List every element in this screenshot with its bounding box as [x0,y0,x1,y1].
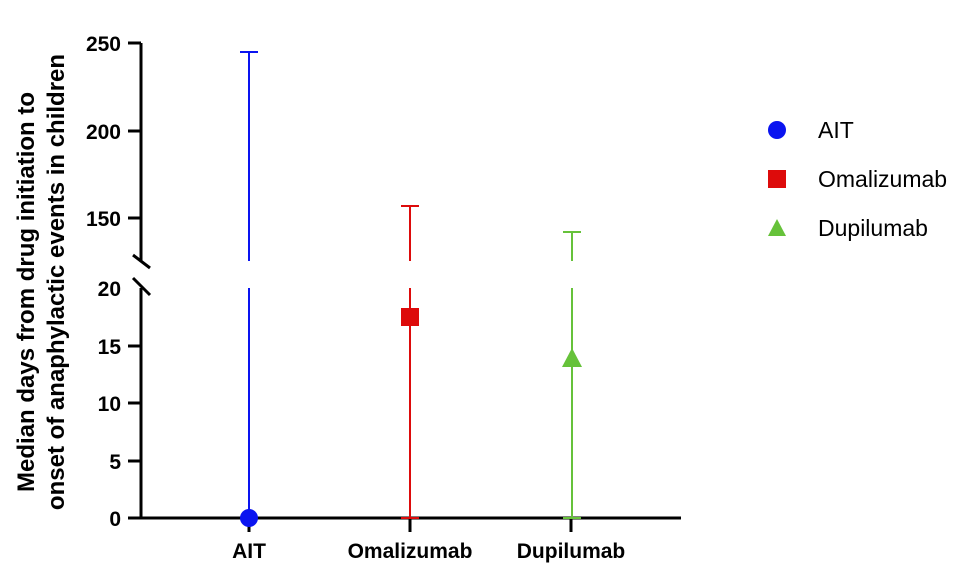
y-tick-labels: 250 200 150 20 15 10 5 0 [86,33,121,531]
axis-break-mark-lower [131,276,152,297]
series-ait [240,51,258,527]
legend-label-omalizumab: Omalizumab [818,166,947,192]
y-tick-10: 10 [98,393,121,416]
axis-break-mark-upper [132,253,151,270]
omalizumab-median-point [401,308,419,326]
y-tick-0: 0 [109,508,121,531]
square-marker-icon [768,170,786,188]
legend-label-ait: AIT [818,117,854,143]
y-tick-20: 20 [98,278,121,301]
legend-item-dupilumab: Dupilumab [768,215,928,241]
x-label-dupilumab: Dupilumab [517,540,626,563]
y-axis-title-line-1: Median days from drug initiation to [13,92,40,492]
dupilumab-median-point [562,348,582,367]
y-axis-upper [128,41,151,270]
y-tick-15: 15 [98,336,122,359]
ait-median-point [240,509,258,527]
legend-label-dupilumab: Dupilumab [818,215,928,241]
x-axis [140,516,681,532]
y-tick-5: 5 [109,451,121,474]
triangle-marker-icon [768,219,786,236]
y-axis-title-line-2: onset of anaphylactic events in children [43,54,70,510]
y-tick-200: 200 [86,121,121,144]
y-tick-250: 250 [86,33,121,56]
legend-item-omalizumab: Omalizumab [768,166,947,192]
y-axis-lower [128,276,152,520]
x-label-ait: AIT [232,540,266,563]
series-omalizumab [401,205,419,519]
series-dupilumab [562,231,582,519]
y-tick-150: 150 [86,208,121,231]
circle-marker-icon [768,121,786,139]
x-label-omalizumab: Omalizumab [348,540,473,563]
x-tick-labels: AIT Omalizumab Dupilumab [232,540,625,563]
legend-item-ait: AIT [768,117,854,143]
legend: AIT Omalizumab Dupilumab [768,117,947,241]
y-axis-title: Median days from drug initiation to onse… [13,54,70,510]
